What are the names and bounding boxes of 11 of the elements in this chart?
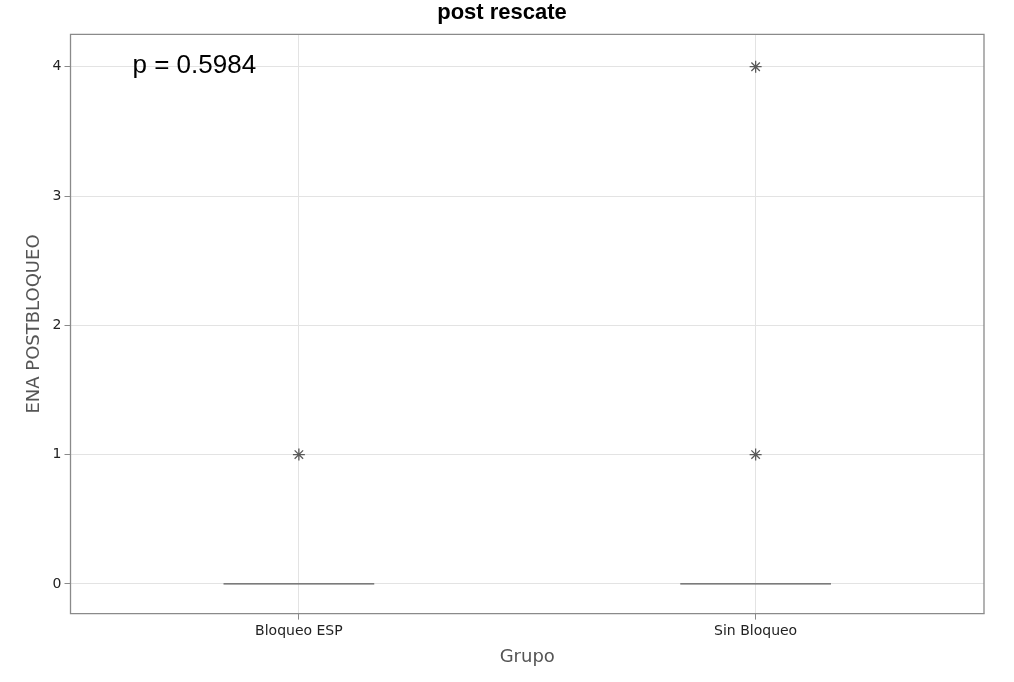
- x-tick-label: Sin Bloqueo: [714, 621, 798, 638]
- y-tick-label: 3: [52, 186, 62, 203]
- y-tick-label: 4: [52, 57, 62, 74]
- y-axis-title: ENA POSTBLOQUEO: [22, 234, 44, 414]
- x-tick-label: Bloqueo ESP: [255, 621, 343, 638]
- x-axis-title: Grupo: [499, 644, 555, 666]
- y-tick-label: 0: [52, 574, 62, 591]
- y-tick-label: 1: [52, 445, 62, 462]
- chart-title: post rescate: [437, 0, 567, 25]
- annotation: p = 0.5984: [132, 48, 257, 79]
- y-tick-label: 2: [52, 315, 62, 332]
